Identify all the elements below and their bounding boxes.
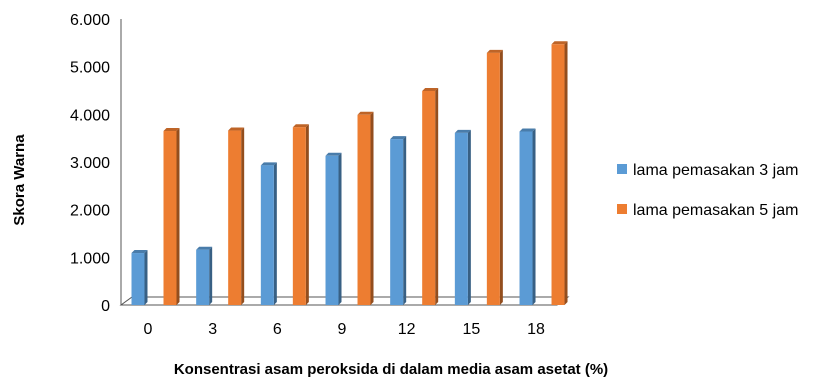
x-tick-label: 15 <box>462 321 480 338</box>
bar <box>422 87 439 305</box>
bar <box>228 127 245 305</box>
x-tick-label: 18 <box>527 321 545 338</box>
bar <box>163 128 180 305</box>
legend-swatch <box>617 164 627 174</box>
bar <box>390 136 407 305</box>
legend-item: lama pemasakan 3 jam <box>617 162 798 179</box>
x-tick-label: 3 <box>208 321 217 338</box>
y-tick-label: 4.000 <box>70 107 110 124</box>
x-tick-label: 6 <box>273 321 282 338</box>
bar <box>357 111 374 305</box>
x-axis-title: Konsentrasi asam peroksida di dalam medi… <box>174 361 608 378</box>
legend-swatch <box>617 204 627 214</box>
x-tick-label: 9 <box>338 321 347 338</box>
y-tick-label: 3.000 <box>70 155 110 172</box>
legend-item: lama pemasakan 5 jam <box>617 202 798 219</box>
bar <box>260 162 277 305</box>
x-tick-labels: 0 3 6 9 12 15 18 <box>144 321 545 338</box>
bar <box>196 246 213 305</box>
y-tick-label: 1.000 <box>70 250 110 267</box>
legend-label: lama pemasakan 3 jam <box>633 162 798 179</box>
bar <box>292 124 309 305</box>
y-tick-label: 6.000 <box>70 12 110 29</box>
bar <box>519 128 536 305</box>
legend: lama pemasakan 3 jam lama pemasakan 5 jam <box>617 162 798 219</box>
x-tick-label: 12 <box>398 321 416 338</box>
y-axis-title: Skora Warna <box>11 134 28 226</box>
bar <box>551 41 568 305</box>
bars <box>131 41 568 305</box>
x-tick-label: 0 <box>144 321 153 338</box>
bar <box>454 129 471 305</box>
y-tick-label: 2.000 <box>70 203 110 220</box>
bar <box>325 152 342 305</box>
y-tick-label: 0 <box>101 298 110 315</box>
y-tick-labels: 0 1.000 2.000 3.000 4.000 5.000 6.000 <box>70 12 110 315</box>
bar <box>486 49 503 305</box>
legend-label: lama pemasakan 5 jam <box>633 202 798 219</box>
y-tick-label: 5.000 <box>70 60 110 77</box>
bar <box>131 250 148 305</box>
